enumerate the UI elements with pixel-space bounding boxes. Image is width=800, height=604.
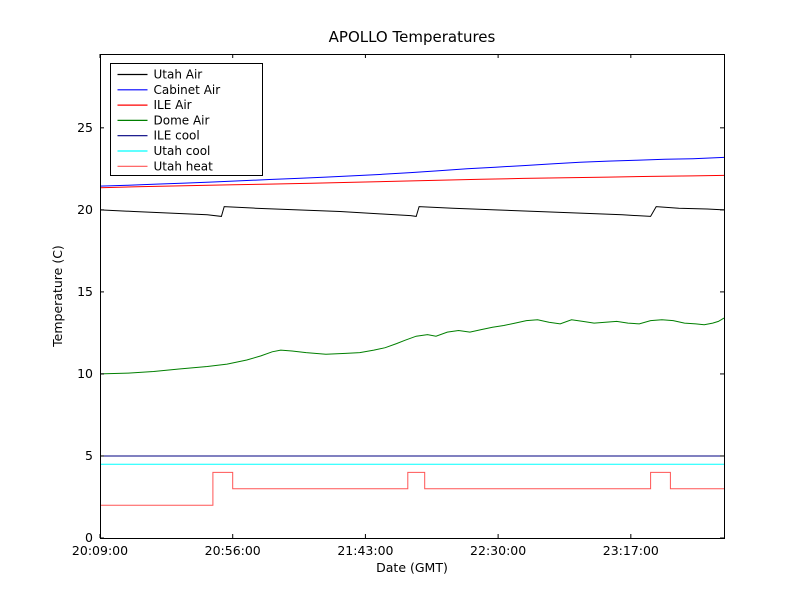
series-line-utah-air xyxy=(99,206,725,217)
x-tick-label: 20:56:00 xyxy=(205,543,261,558)
legend-entry-label: Utah Air xyxy=(154,68,203,82)
legend-entry: Cabinet Air xyxy=(117,83,221,97)
plot-border xyxy=(100,54,725,539)
y-axis-label: Temperature (C) xyxy=(50,245,65,348)
axes-layer: 20:09:00 20:56:00 21:43:00 22:30:00 23:17:00… xyxy=(72,54,724,558)
series-line-utah-heat xyxy=(100,471,724,506)
series-layer xyxy=(99,156,725,506)
legend-entry: ILE cool xyxy=(117,129,200,143)
legend-entry-label: ILE cool xyxy=(154,129,200,143)
y-tick-label: 0 xyxy=(85,530,93,545)
legend-entry-label: Cabinet Air xyxy=(154,83,221,97)
legend-box xyxy=(110,63,263,176)
x-tick-label: 21:43:00 xyxy=(337,543,393,558)
legend-entry-label: Utah cool xyxy=(154,144,211,158)
x-tick-label: 23:17:00 xyxy=(603,543,659,558)
legend-entry: ILE Air xyxy=(117,98,192,112)
legend-entry: Dome Air xyxy=(117,113,210,127)
y-tick-label: 10 xyxy=(77,366,93,381)
x-axis-label: Date (GMT) xyxy=(376,560,448,575)
legend-entry: Utah Air xyxy=(117,68,203,82)
series-line-dome-air xyxy=(99,317,725,375)
x-tick-label: 22:30:00 xyxy=(470,543,526,558)
y-tick-label: 20 xyxy=(77,202,93,217)
chart-title: APOLLO Temperatures xyxy=(329,28,496,46)
legend-entry-label: ILE Air xyxy=(154,98,192,112)
series-line-cabinet-air xyxy=(99,156,725,187)
legend-entry: Utah heat xyxy=(117,159,214,173)
legend-entry-label: Utah heat xyxy=(154,159,214,173)
x-tick-label: 20:09:00 xyxy=(72,543,128,558)
legend-entry: Utah cool xyxy=(117,144,211,158)
y-tick-label: 25 xyxy=(77,120,93,135)
legend-entry-label: Dome Air xyxy=(154,113,210,127)
series-line-ile-air xyxy=(99,174,725,189)
y-tick-label: 5 xyxy=(85,448,93,463)
y-tick-label: 15 xyxy=(77,284,93,299)
